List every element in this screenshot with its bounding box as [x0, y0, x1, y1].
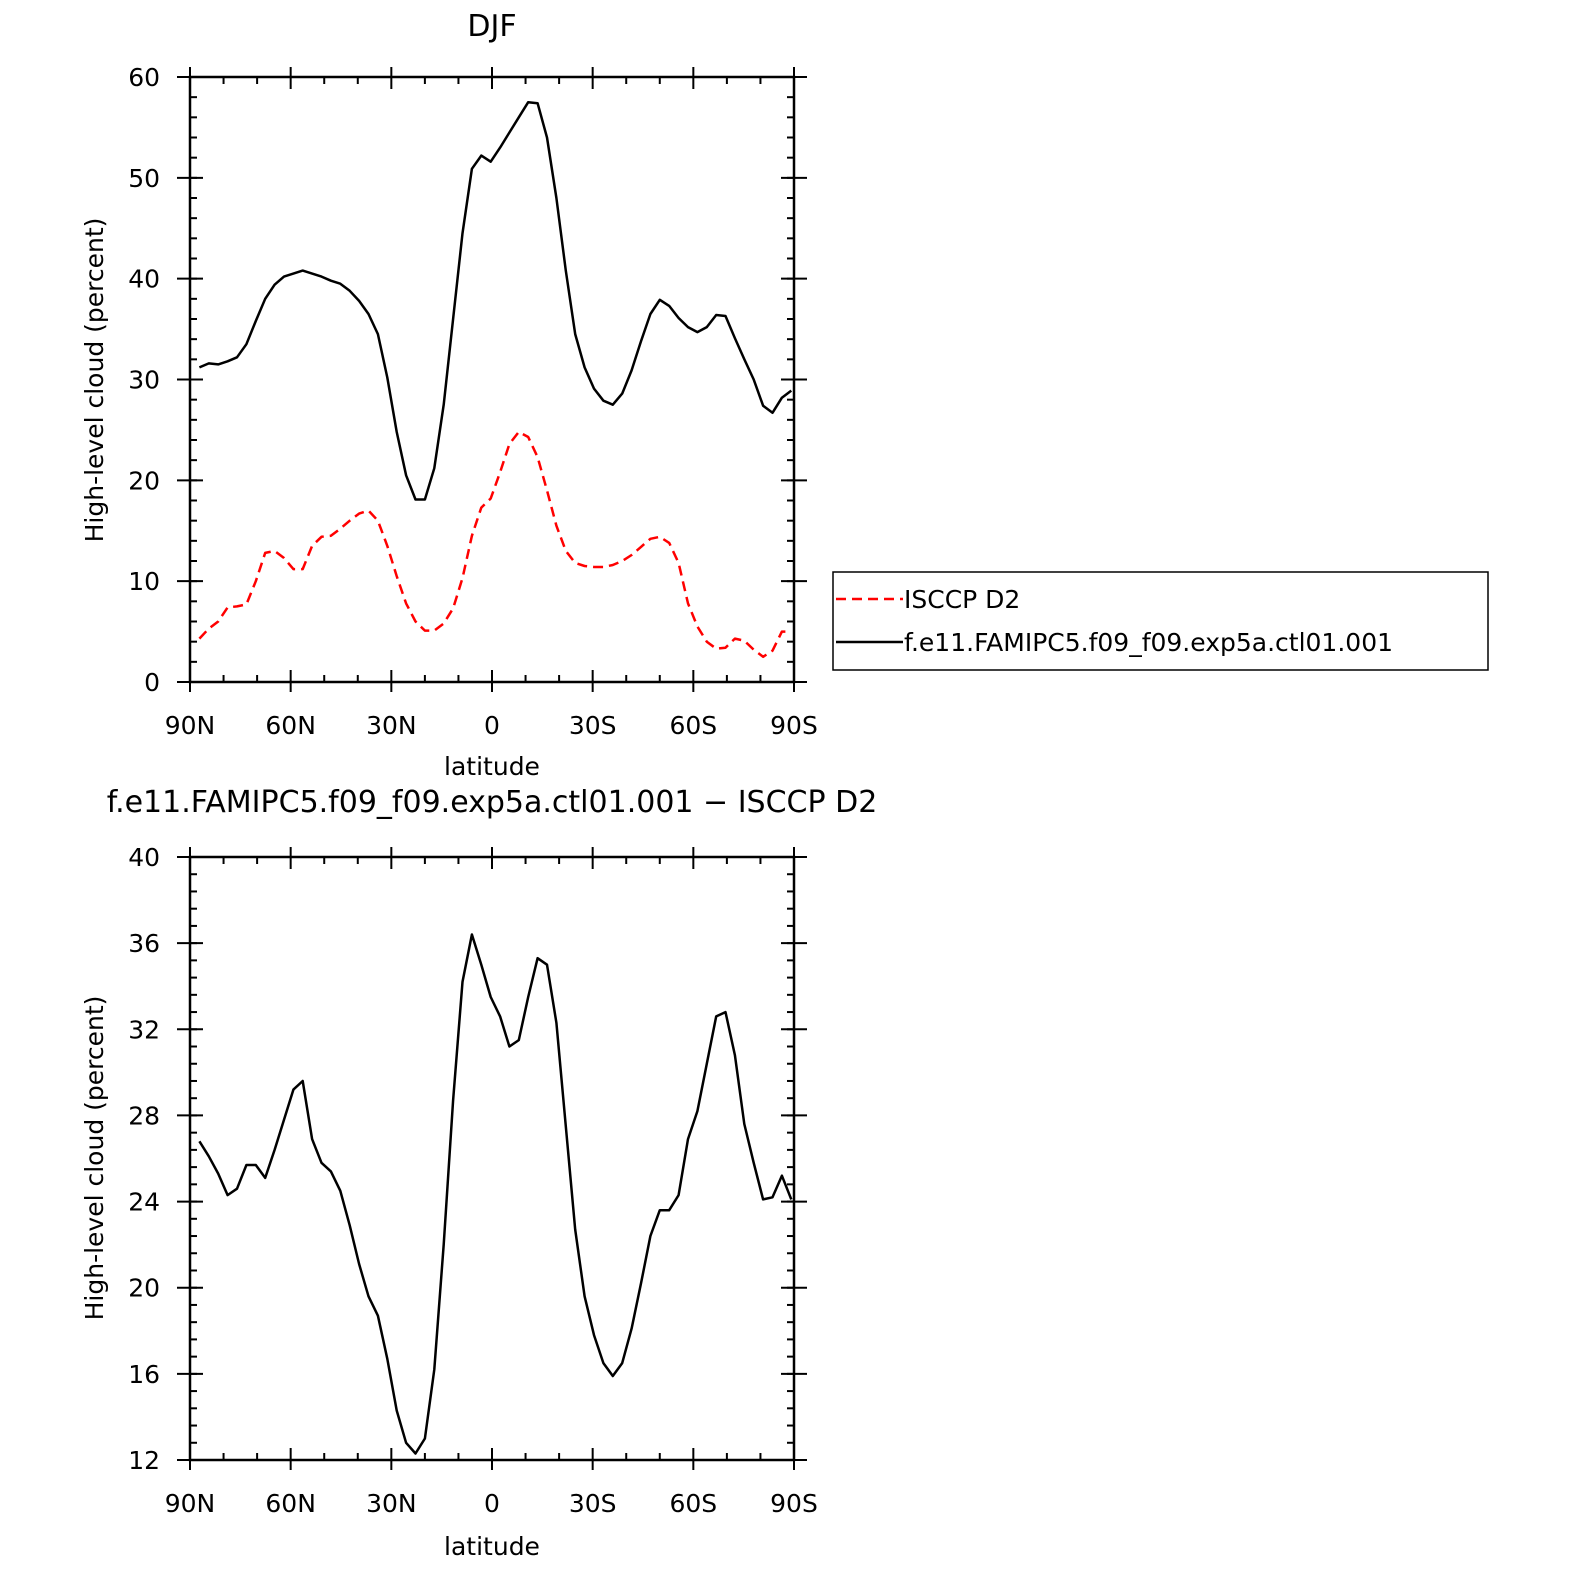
top-x-tick-label: 60N	[265, 711, 316, 740]
bottom-plot-area	[198, 933, 793, 1455]
bottom-x-tick-label: 0	[484, 1489, 500, 1518]
bottom-series-line-0	[198, 933, 793, 1455]
top-y-tick-label: 0	[144, 668, 160, 697]
top-panel: DJF 90N 60N 30N 0 30S 60S 90S 0 10 20 30 40 50 60 lat…	[80, 9, 1489, 781]
bottom-y-tick-label: 32	[128, 1015, 160, 1044]
bottom-y-tick-label: 24	[128, 1188, 160, 1217]
bottom-x-tick-label: 30S	[569, 1489, 617, 1518]
bottom-x-tick-label: 60N	[265, 1489, 316, 1518]
top-x-tick-label: 30N	[366, 711, 417, 740]
bottom-y-tick-label: 36	[128, 929, 160, 958]
top-series-line-1	[198, 100, 793, 501]
top-series-line-0	[198, 430, 792, 659]
top-plot-frame	[188, 75, 796, 684]
bottom-y-tick-label: 16	[128, 1360, 160, 1389]
top-x-tick-label: 60S	[669, 711, 717, 740]
legend: ISCCP D2 f.e11.FAMIPC5.f09_f09.exp5a.ctl…	[832, 571, 1489, 671]
top-panel-title: DJF	[467, 9, 516, 44]
top-y-tick-label: 20	[128, 466, 160, 495]
legend-box	[832, 571, 1489, 671]
top-tick-labels: 90N 60N 30N 0 30S 60S 90S 0 10 20 30 40 50 60	[128, 63, 818, 740]
bottom-panel-title: f.e11.FAMIPC5.f09_f09.exp5a.ctl01.001 − …	[107, 785, 878, 820]
top-y-axis-title: High-level cloud (percent)	[80, 218, 109, 543]
bottom-y-tick-label: 12	[128, 1446, 160, 1475]
top-y-tick-label: 30	[128, 366, 160, 395]
top-plot-area	[198, 100, 793, 659]
bottom-x-tick-label: 60S	[669, 1489, 717, 1518]
bottom-x-axis-title: latitude	[444, 1532, 540, 1561]
bottom-x-tick-label: 90N	[165, 1489, 216, 1518]
bottom-panel: f.e11.FAMIPC5.f09_f09.exp5a.ctl01.001 − …	[80, 785, 877, 1561]
legend-label-model: f.e11.FAMIPC5.f09_f09.exp5a.ctl01.001	[904, 628, 1393, 657]
top-x-tick-label: 90S	[770, 711, 818, 740]
top-x-tick-label: 0	[484, 711, 500, 740]
top-y-tick-label: 50	[128, 164, 160, 193]
top-y-tick-label: 10	[128, 567, 160, 596]
top-y-tick-label: 40	[128, 265, 160, 294]
top-y-tick-label: 60	[128, 63, 160, 92]
bottom-y-axis-title: High-level cloud (percent)	[80, 996, 109, 1321]
bottom-plot-frame	[188, 855, 796, 1462]
bottom-y-tick-label: 40	[128, 843, 160, 872]
legend-label-isccp: ISCCP D2	[904, 585, 1020, 614]
bottom-y-tick-label: 20	[128, 1274, 160, 1303]
bottom-x-tick-label: 30N	[366, 1489, 417, 1518]
top-x-tick-label: 90N	[165, 711, 216, 740]
bottom-x-tick-label: 90S	[770, 1489, 818, 1518]
bottom-tick-labels: 90N 60N 30N 0 30S 60S 90S 12 16 20 24 28 32 36 40	[128, 843, 818, 1518]
bottom-y-tick-label: 28	[128, 1101, 160, 1130]
top-x-axis-title: latitude	[444, 752, 540, 781]
top-x-tick-label: 30S	[569, 711, 617, 740]
